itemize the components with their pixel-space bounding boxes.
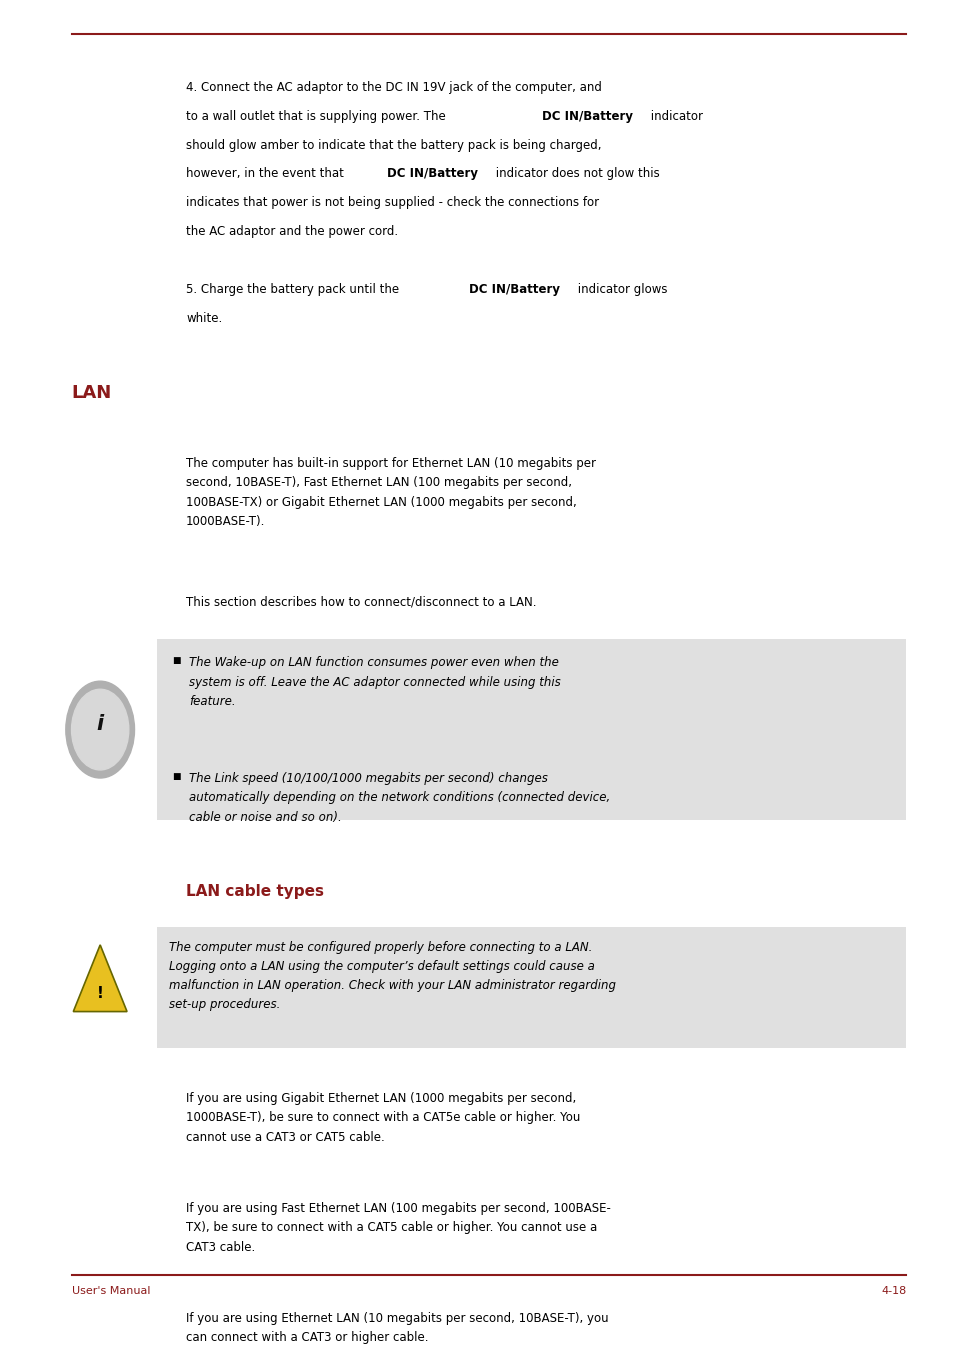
Circle shape	[71, 689, 129, 769]
Text: 4. Connect the AC adaptor to the DC IN 19V jack of the computer, and: 4. Connect the AC adaptor to the DC IN 1…	[186, 81, 601, 94]
Text: 4-18: 4-18	[881, 1286, 905, 1295]
Text: The Wake-up on LAN function consumes power even when the
system is off. Leave th: The Wake-up on LAN function consumes pow…	[189, 656, 560, 709]
Text: ■: ■	[172, 656, 180, 666]
Text: 5. Charge the battery pack until the: 5. Charge the battery pack until the	[186, 284, 402, 296]
Text: This section describes how to connect/disconnect to a LAN.: This section describes how to connect/di…	[186, 596, 536, 608]
Text: i: i	[96, 714, 104, 734]
Text: The computer must be configured properly before connecting to a LAN.
Logging ont: The computer must be configured properly…	[169, 941, 616, 1011]
Text: indicator: indicator	[646, 110, 702, 122]
FancyBboxPatch shape	[157, 639, 905, 820]
Polygon shape	[73, 944, 127, 1011]
Text: If you are using Fast Ethernet LAN (100 megabits per second, 100BASE-
TX), be su: If you are using Fast Ethernet LAN (100 …	[186, 1201, 610, 1254]
Text: User's Manual: User's Manual	[71, 1286, 150, 1295]
Text: indicator does not glow this: indicator does not glow this	[492, 168, 659, 180]
Text: LAN cable types: LAN cable types	[186, 884, 324, 898]
Circle shape	[66, 681, 134, 777]
Text: DC IN/Battery: DC IN/Battery	[469, 284, 559, 296]
Text: white.: white.	[186, 312, 222, 325]
Text: DC IN/Battery: DC IN/Battery	[387, 168, 477, 180]
Text: The computer has built-in support for Ethernet LAN (10 megabits per
second, 10BA: The computer has built-in support for Et…	[186, 457, 596, 529]
Text: !: !	[96, 986, 104, 1001]
Text: should glow amber to indicate that the battery pack is being charged,: should glow amber to indicate that the b…	[186, 139, 601, 152]
Text: to a wall outlet that is supplying power. The: to a wall outlet that is supplying power…	[186, 110, 449, 122]
Text: DC IN/Battery: DC IN/Battery	[541, 110, 632, 122]
FancyBboxPatch shape	[157, 928, 905, 1049]
Text: LAN: LAN	[71, 385, 112, 402]
Text: ■: ■	[172, 772, 180, 781]
Text: however, in the event that: however, in the event that	[186, 168, 347, 180]
Text: indicates that power is not being supplied - check the connections for: indicates that power is not being suppli…	[186, 196, 598, 210]
Text: If you are using Ethernet LAN (10 megabits per second, 10BASE-T), you
can connec: If you are using Ethernet LAN (10 megabi…	[186, 1311, 608, 1344]
Text: the AC adaptor and the power cord.: the AC adaptor and the power cord.	[186, 225, 397, 238]
Text: The Link speed (10/100/1000 megabits per second) changes
automatically depending: The Link speed (10/100/1000 megabits per…	[189, 772, 610, 824]
Text: If you are using Gigabit Ethernet LAN (1000 megabits per second,
1000BASE-T), be: If you are using Gigabit Ethernet LAN (1…	[186, 1092, 579, 1143]
Text: indicator glows: indicator glows	[574, 284, 667, 296]
